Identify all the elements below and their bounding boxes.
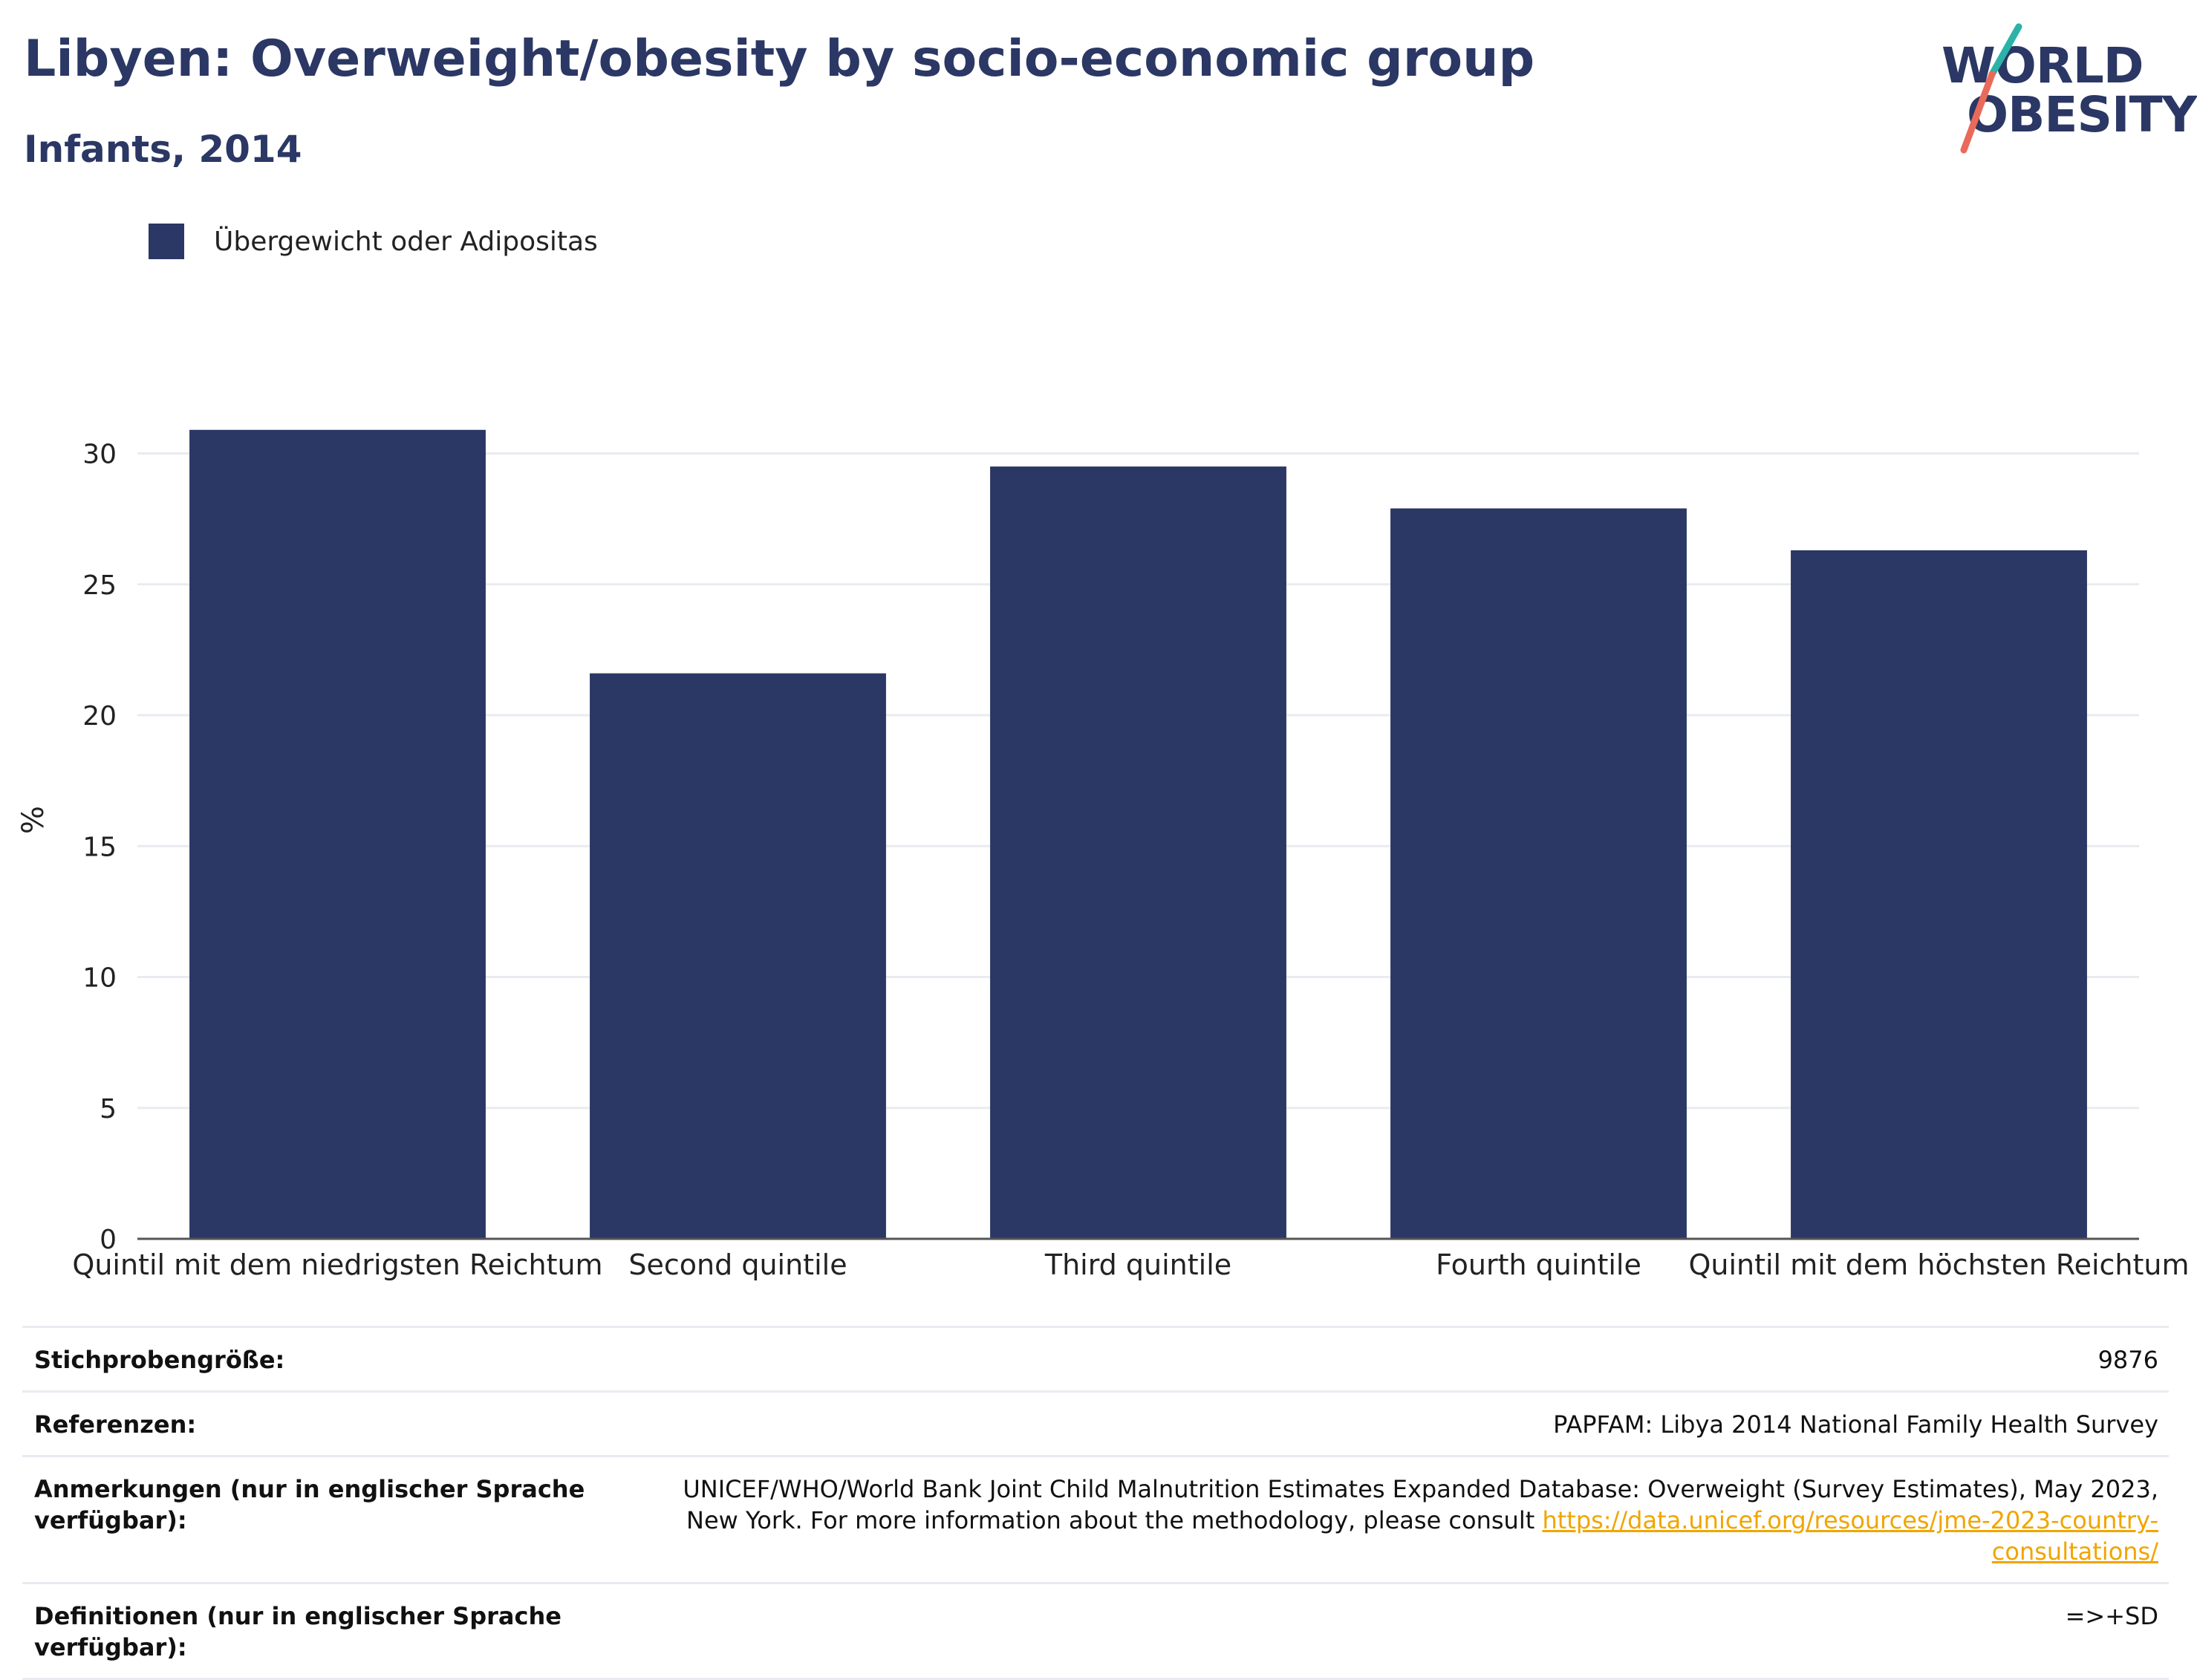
y-tick-label: 10 bbox=[82, 963, 117, 994]
x-tick-label: Fourth quintile bbox=[1436, 1248, 1641, 1281]
bar-1 bbox=[189, 429, 486, 1239]
bars bbox=[189, 429, 2087, 1239]
x-tick-label: Quintil mit dem höchsten Reichtum bbox=[1688, 1248, 2189, 1281]
logo-slash-icon bbox=[1960, 23, 2022, 154]
row-label-notes: Anmerkungen (nur in englischer Sprache v… bbox=[34, 1475, 585, 1534]
y-tick-label: 5 bbox=[100, 1094, 117, 1124]
legend-swatch bbox=[149, 224, 184, 259]
row-value-notes: UNICEF/WHO/World Bank Joint Child Malnut… bbox=[636, 1474, 2158, 1567]
y-tick-label: 25 bbox=[82, 570, 117, 601]
table-row: Referenzen: PAPFAM: Libya 2014 National … bbox=[22, 1393, 2169, 1457]
table-row: Anmerkungen (nur in englischer Sprache v… bbox=[22, 1457, 2169, 1584]
methodology-link[interactable]: https://data.unicef.org/resources/jme-20… bbox=[1542, 1506, 2158, 1566]
y-tick-label: 20 bbox=[82, 701, 117, 732]
x-tick-label: Second quintile bbox=[628, 1248, 847, 1281]
x-axis-ticks: Quintil mit dem niedrigsten Reichtum Seco… bbox=[72, 1248, 2189, 1281]
bar-4 bbox=[1390, 508, 1687, 1239]
y-tick-label: 15 bbox=[82, 832, 117, 862]
logo-line1: WORLD bbox=[1942, 37, 2144, 94]
bar-chart: 0 5 10 15 20 25 30 Quintil mit dem niedrigsten… bbox=[16, 429, 2190, 1281]
y-axis-label: % bbox=[16, 806, 51, 834]
y-tick-label: 30 bbox=[82, 440, 117, 470]
notes-text: UNICEF/WHO/World Bank Joint Child Malnut… bbox=[683, 1475, 2158, 1534]
bar-5 bbox=[1791, 550, 2087, 1239]
row-label-definitions: Definitionen (nur in englischer Sprache … bbox=[34, 1602, 562, 1661]
row-label-references: Referenzen: bbox=[34, 1410, 197, 1439]
page-subtitle: Infants, 2014 bbox=[24, 128, 302, 171]
bar-3 bbox=[990, 466, 1286, 1239]
bar-2 bbox=[590, 673, 886, 1239]
info-table: Stichprobengröße: 9876 Referenzen: PAPFA… bbox=[22, 1326, 2169, 1680]
row-value-sample-size: 9876 bbox=[2097, 1346, 2158, 1374]
y-axis-ticks: 0 5 10 15 20 25 30 bbox=[82, 440, 117, 1256]
legend-label: Übergewicht oder Adipositas bbox=[214, 226, 598, 257]
x-tick-label: Quintil mit dem niedrigsten Reichtum bbox=[72, 1248, 602, 1281]
row-value-definitions: =>+SD bbox=[2065, 1602, 2158, 1630]
row-value-references: PAPFAM: Libya 2014 National Family Healt… bbox=[1553, 1410, 2158, 1439]
table-row: Stichprobengröße: 9876 bbox=[22, 1328, 2169, 1393]
table-row: Definitionen (nur in englischer Sprache … bbox=[22, 1584, 2169, 1680]
page-title: Libyen: Overweight/obesity by socio-econ… bbox=[24, 30, 1535, 88]
row-label-sample-size: Stichprobengröße: bbox=[34, 1346, 285, 1374]
y-tick-label: 0 bbox=[100, 1225, 117, 1255]
world-obesity-logo: WORLD OBESITY bbox=[1931, 22, 2197, 156]
x-tick-label: Third quintile bbox=[1044, 1248, 1231, 1281]
chart-legend: Übergewicht oder Adipositas bbox=[149, 223, 598, 260]
logo-line2: OBESITY bbox=[1967, 86, 2197, 143]
